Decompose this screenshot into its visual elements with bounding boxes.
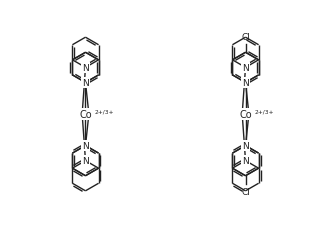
Text: 2+/3+: 2+/3+	[255, 109, 274, 114]
Text: N: N	[82, 156, 89, 165]
Text: N: N	[82, 79, 89, 87]
Text: Cl: Cl	[241, 187, 250, 196]
Text: N: N	[242, 142, 249, 150]
Text: Co: Co	[79, 109, 92, 120]
Text: Co: Co	[239, 109, 252, 120]
Text: N: N	[242, 64, 249, 73]
Text: N: N	[242, 142, 249, 150]
Text: N: N	[82, 79, 89, 87]
Text: 2+/3+: 2+/3+	[95, 109, 114, 114]
Text: Cl: Cl	[241, 33, 250, 42]
Text: N: N	[242, 79, 249, 87]
Text: N: N	[82, 64, 89, 73]
Text: N: N	[82, 142, 89, 150]
Text: N: N	[242, 79, 249, 87]
Text: N: N	[242, 156, 249, 165]
Text: N: N	[82, 142, 89, 150]
